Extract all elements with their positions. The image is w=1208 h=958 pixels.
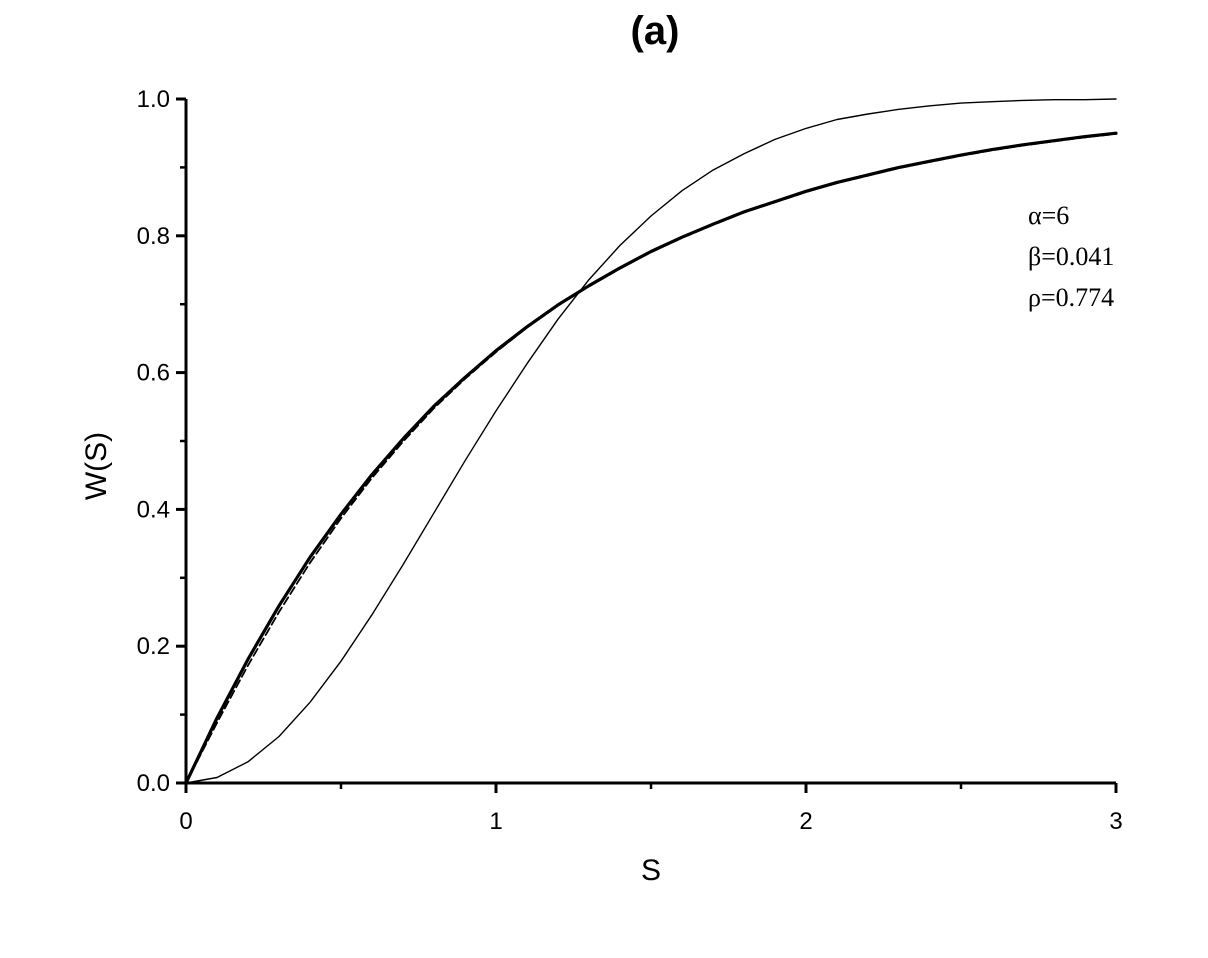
series-line-1 bbox=[184, 131, 1118, 785]
x-tick-label-3: 3 bbox=[1109, 808, 1122, 835]
series-line-0 bbox=[185, 98, 1117, 784]
y-tick-label-2: 0.4 bbox=[137, 496, 170, 523]
y-tick-label-1: 0.2 bbox=[137, 633, 170, 660]
x-tick-label-1: 1 bbox=[489, 808, 502, 835]
x-tick-label-2: 2 bbox=[799, 808, 812, 835]
y-tick-label-5: 1.0 bbox=[137, 86, 170, 113]
annotation-rho: ρ=0.774 bbox=[1028, 283, 1114, 312]
y-tick-label-4: 0.8 bbox=[137, 223, 170, 250]
series-line-2 bbox=[185, 132, 1117, 784]
x-tick-label-0: 0 bbox=[179, 808, 192, 835]
y-tick-label-0: 0.0 bbox=[137, 770, 170, 797]
plot-area: 0 1 2 3 0.0 0.2 0.4 0.6 0.8 1.0 bbox=[137, 86, 1123, 835]
chart-title: (a) bbox=[631, 9, 680, 53]
x-axis-label: S bbox=[641, 854, 661, 887]
y-tick-label-3: 0.6 bbox=[137, 360, 170, 387]
y-axis-label: W(S) bbox=[80, 432, 113, 500]
annotation-alpha: α=6 bbox=[1028, 201, 1069, 230]
annotation-beta: β=0.041 bbox=[1028, 242, 1114, 271]
annotation-box: α=6 β=0.041 ρ=0.774 bbox=[1028, 201, 1114, 312]
